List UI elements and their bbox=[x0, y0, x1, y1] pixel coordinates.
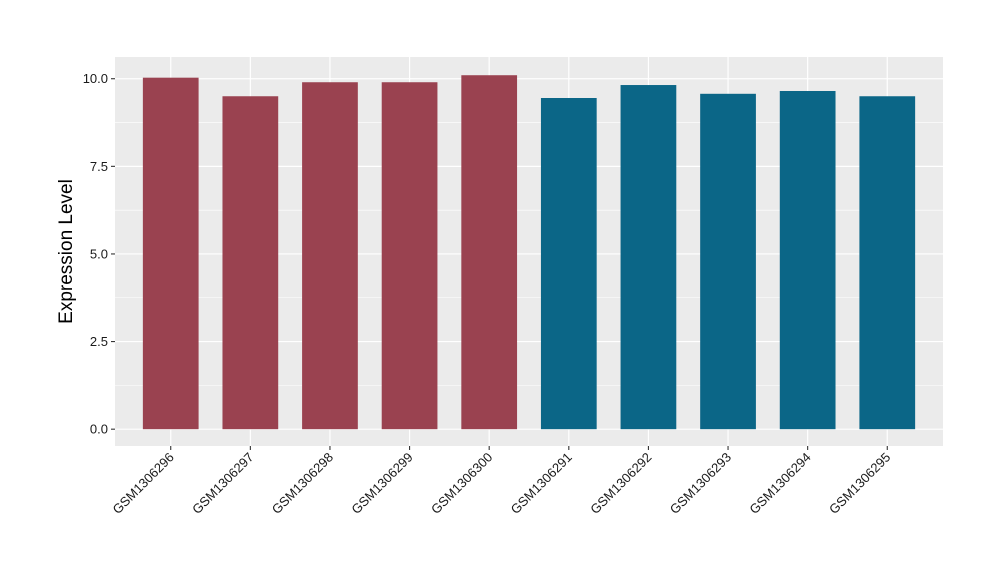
y-axis: 0.0 2.5 5.0 7.5 10.0 bbox=[83, 71, 115, 437]
bar bbox=[142, 77, 199, 430]
x-tick-label: GSM1306294 bbox=[746, 450, 813, 517]
bar bbox=[461, 75, 518, 430]
x-tick-label: GSM1306293 bbox=[667, 450, 734, 517]
y-axis-title: Expression Level bbox=[56, 179, 77, 324]
bar bbox=[779, 90, 836, 430]
y-tick-label: 10.0 bbox=[83, 71, 108, 86]
x-tick-label: GSM1306297 bbox=[189, 450, 256, 517]
x-tick-label: GSM1306295 bbox=[826, 450, 893, 517]
x-tick-label: GSM1306298 bbox=[269, 450, 336, 517]
x-tick-label: GSM1306291 bbox=[508, 450, 575, 517]
x-tick-label: GSM1306299 bbox=[348, 450, 415, 517]
bar bbox=[381, 82, 438, 430]
bar bbox=[700, 93, 756, 430]
y-tick-label: 2.5 bbox=[90, 334, 108, 349]
bar bbox=[859, 96, 916, 430]
bar bbox=[620, 85, 677, 430]
y-tick-label: 0.0 bbox=[90, 422, 108, 437]
bar bbox=[222, 96, 279, 430]
bars-group bbox=[142, 75, 916, 430]
y-tick-label: 5.0 bbox=[90, 246, 108, 261]
bar bbox=[302, 82, 358, 430]
x-tick-label: GSM1306300 bbox=[428, 450, 495, 517]
x-tick-label: GSM1306292 bbox=[587, 450, 654, 517]
x-axis: GSM1306296 GSM1306297 GSM1306298 GSM1306299… bbox=[110, 446, 893, 517]
y-tick-label: 7.5 bbox=[90, 159, 108, 174]
bar bbox=[540, 98, 597, 430]
x-tick-label: GSM1306296 bbox=[110, 450, 177, 517]
